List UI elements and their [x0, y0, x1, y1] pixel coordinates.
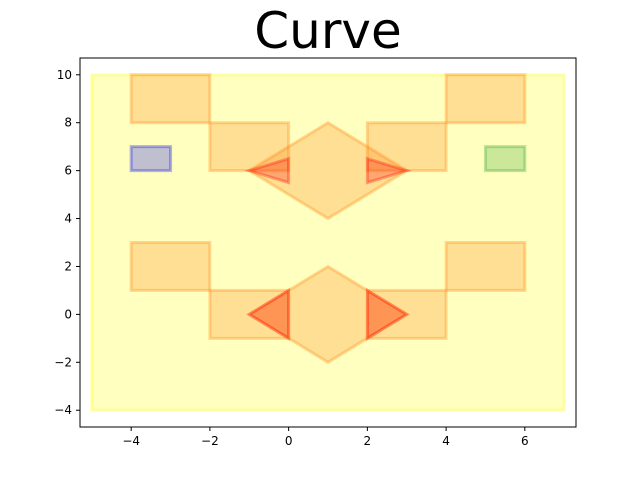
plot-area	[90, 73, 566, 412]
x-tick-label: 2	[364, 434, 372, 448]
y-tick-label: 8	[64, 116, 72, 130]
x-tick-label: 6	[521, 434, 529, 448]
x-tick-label: −2	[201, 434, 219, 448]
chart-title: Curve	[254, 2, 402, 60]
shape-orange-rect-2	[208, 121, 291, 173]
shape-orange-polygon-5	[246, 120, 410, 221]
y-tick-label: −4	[54, 403, 72, 417]
axes: −4 −2 0 2 4 6 −4 −2 0 2 4 6 8 10	[54, 57, 577, 448]
y-tick-label: 2	[64, 259, 72, 273]
shape-yellow-polygon-0	[90, 73, 566, 412]
shape-red-polygon-11	[244, 156, 291, 185]
shape-green-rect-16	[483, 145, 527, 173]
shape-red-polygon-14	[365, 287, 410, 342]
y-tick-label: 4	[64, 212, 72, 226]
axes-frame	[79, 57, 577, 428]
y-tick-label: 0	[64, 307, 72, 321]
shape-orange-rect-9	[444, 241, 527, 292]
shape-orange-rect-8	[365, 288, 448, 340]
shape-orange-rect-4	[444, 73, 527, 125]
shape-red-polygon-12	[365, 156, 412, 185]
shape-blue-rect-15	[129, 145, 173, 173]
x-tick-label: 4	[442, 434, 450, 448]
y-tick-label: 10	[57, 68, 72, 82]
y-tick-label: 6	[64, 164, 72, 178]
shape-orange-rect-7	[208, 288, 291, 340]
x-tick-label: −4	[122, 434, 140, 448]
shape-orange-rect-3	[365, 121, 448, 173]
y-tick-label: −2	[54, 355, 72, 369]
shape-orange-polygon-10	[246, 264, 410, 365]
x-tick-label: 0	[285, 434, 293, 448]
shape-orange-rect-6	[129, 241, 212, 292]
shape-orange-rect-1	[129, 73, 212, 125]
shape-red-polygon-13	[246, 287, 291, 342]
